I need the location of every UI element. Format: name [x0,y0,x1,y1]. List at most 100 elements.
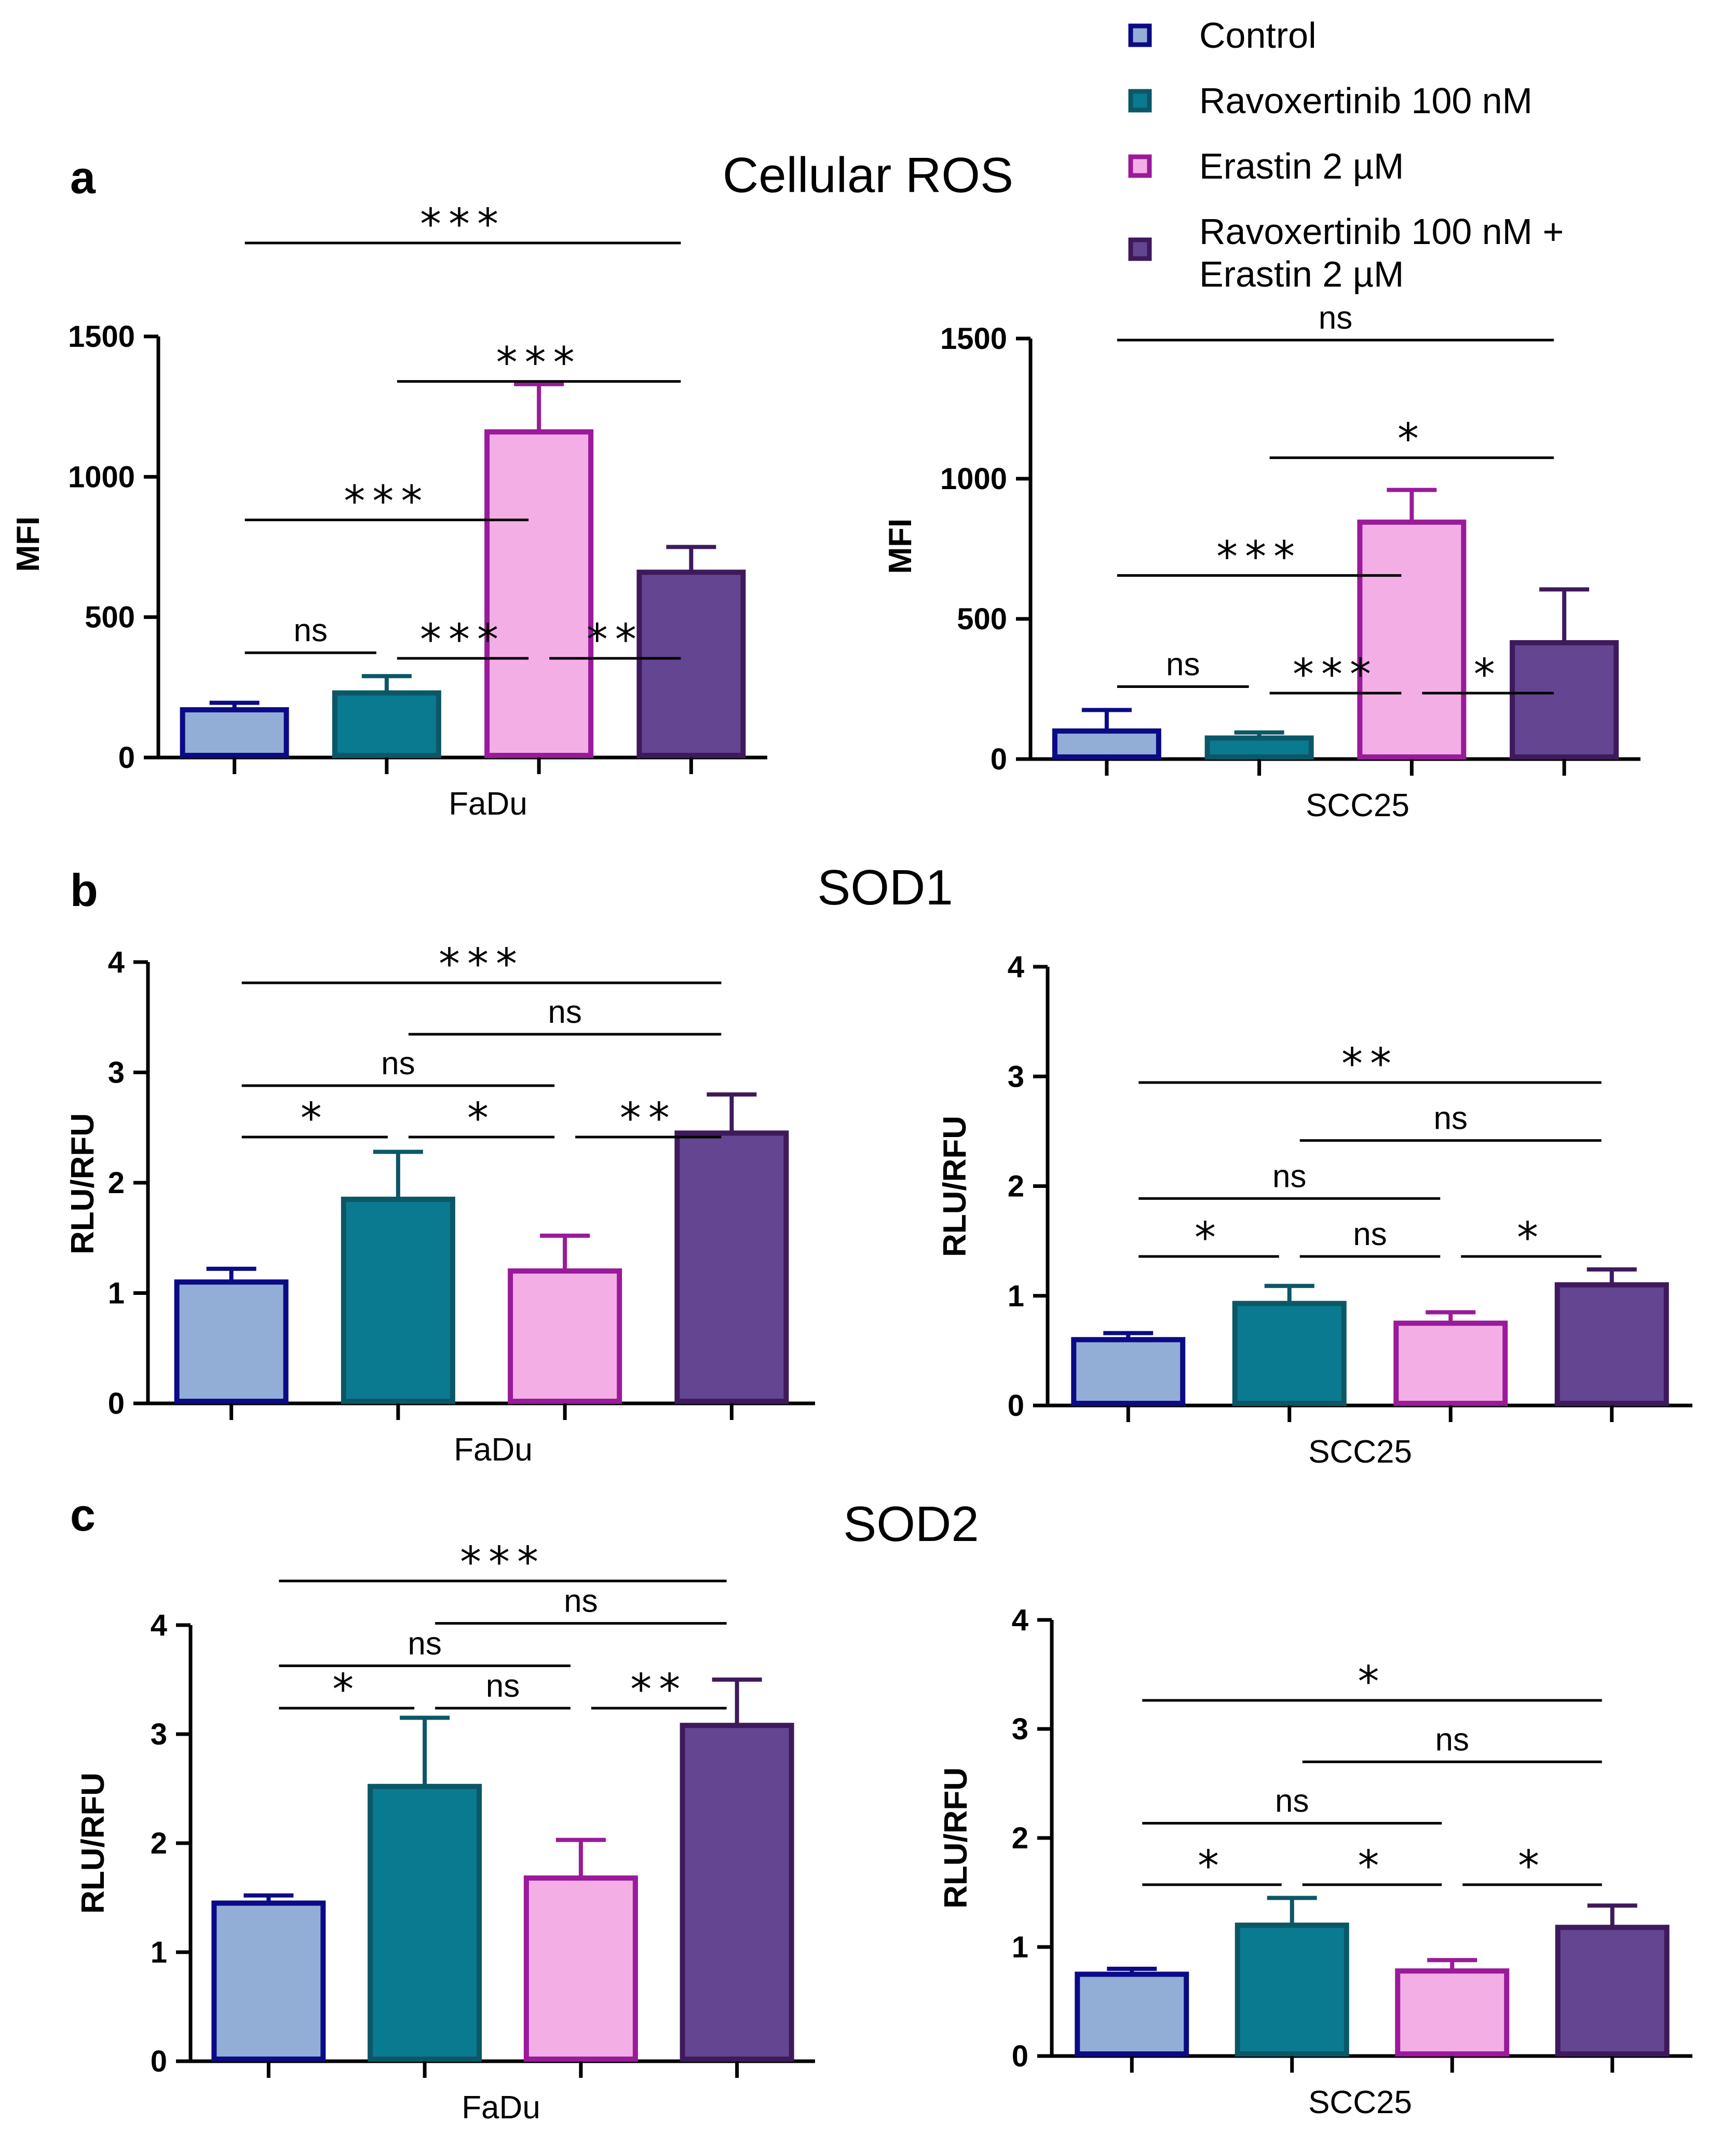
significance-label: * [1518,1842,1547,1891]
y-tick-label: 3 [1008,1060,1024,1093]
legend-item-erastin: Erastin 2 µM [1128,146,1404,186]
bar [1510,640,1619,760]
x-axis-label: FaDu [449,786,527,822]
y-tick-label: 500 [957,602,1007,636]
bar [174,1279,289,1404]
significance-label: *** [460,1538,546,1587]
section-title-sod2: SOD2 [843,1496,979,1552]
y-axis-label: RLU/RFU [938,1767,974,1909]
bar [1554,1282,1669,1406]
bar [1204,735,1314,760]
y-tick-label: 1 [108,1277,125,1310]
y-tick-label: 1500 [940,322,1007,356]
y-tick-label: 1500 [68,320,135,354]
y-tick-label: 2 [108,1166,125,1200]
panel-letter-b: b [70,864,98,916]
legend-label-control: Control [1199,15,1317,56]
y-axis-label: MFI [10,517,46,572]
significance-label: * [1398,415,1426,464]
bar [368,1783,482,2062]
legend-swatch-ravoxertinib [1128,89,1152,113]
y-tick-label: 2 [151,1827,167,1860]
bar [1075,1971,1189,2057]
legend-item-combination: Ravoxertinib 100 nM + Erastin 2 µM [1128,211,1564,294]
significance-label: ns [408,1626,441,1661]
y-tick-label: 3 [1012,1712,1028,1746]
significance-label: *** [496,339,582,388]
significance-label: ns [1319,300,1352,336]
significance-label: * [467,1094,496,1143]
significance-label: * [1358,1842,1387,1891]
y-axis-label: MFI [883,519,918,574]
significance-label: ns [486,1668,520,1704]
y-tick-label: 1 [1008,1279,1024,1313]
significance-label: * [332,1665,361,1714]
bar [1052,728,1161,760]
bar [1555,1925,1670,2057]
y-tick-label: 2 [1008,1170,1024,1204]
significance-label: *** [439,940,524,989]
y-axis-label: RLU/RFU [75,1773,111,1914]
chart-panel-sod1-scc25: 0 1 2 3 4 RLU/RFU SCC25 * ns * ns ns ** [937,950,1692,1470]
bar [180,707,289,758]
y-tick-label: 4 [1012,1603,1028,1637]
significance-label: ns [1272,1158,1306,1194]
significance-label: ns [1435,1722,1469,1757]
significance-label: * [1517,1213,1545,1263]
bar [680,1723,794,2062]
y-tick-label: 1 [1012,1930,1028,1964]
significance-label: *** [420,200,506,249]
significance-label: *** [1216,532,1302,582]
bar [1393,1320,1508,1406]
y-tick-label: 4 [1008,950,1024,984]
bar [1071,1337,1186,1406]
y-tick-label: 0 [1012,2039,1028,2073]
significance-label: ns [381,1046,415,1081]
legend-swatch-combination [1128,237,1152,261]
y-tick-label: 0 [118,741,135,775]
x-axis-label: SCC25 [1308,1434,1412,1470]
y-tick-label: 0 [151,2045,167,2078]
bar [636,570,746,759]
bar [1232,1301,1347,1407]
significance-label: *** [344,477,429,526]
significance-label: *** [1293,650,1378,699]
significance-label: * [301,1094,329,1143]
significance-label: ns [564,1584,598,1619]
significance-label: *** [420,615,506,665]
y-tick-label: 4 [151,1608,167,1642]
legend-label-erastin: Erastin 2 µM [1199,146,1404,186]
chart-panel-sod2-fadu: 0 1 2 3 4 RLU/RFU FaDu * ns ** ns ns *** [75,1538,815,2126]
y-tick-label: 4 [108,945,125,979]
significance-label: ns [294,613,328,648]
significance-label: ** [1341,1039,1399,1089]
y-tick-label: 1 [151,1936,167,1969]
bar [484,429,594,758]
y-tick-label: 3 [151,1718,167,1751]
bar [674,1130,789,1404]
bar [1395,1968,1510,2057]
legend-swatch-erastin [1128,154,1152,178]
legend-item-control: Control [1128,15,1317,56]
bar [523,1875,638,2062]
bar [332,690,441,758]
bar [1235,1923,1349,2057]
legend-swatch-control [1128,23,1152,47]
y-tick-label: 3 [108,1056,125,1090]
significance-label: ns [1434,1101,1468,1137]
significance-label: ns [1166,647,1200,683]
y-tick-label: 2 [1012,1821,1028,1855]
significance-label: ns [548,994,581,1030]
y-tick-label: 500 [85,601,135,634]
bar [1357,519,1467,760]
x-axis-label: SCC25 [1308,2085,1412,2120]
legend-label-combination-line2: Erastin 2 µM [1199,254,1404,294]
panel-letter-a: a [70,152,96,203]
significance-label: * [1198,1842,1226,1891]
significance-label: ** [587,615,644,665]
